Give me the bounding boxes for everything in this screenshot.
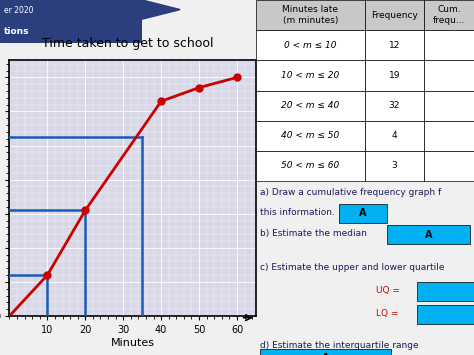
FancyBboxPatch shape bbox=[365, 151, 424, 181]
Text: Frequency: Frequency bbox=[371, 11, 418, 20]
FancyBboxPatch shape bbox=[365, 30, 424, 60]
Text: 32: 32 bbox=[389, 101, 400, 110]
FancyBboxPatch shape bbox=[256, 60, 365, 91]
FancyBboxPatch shape bbox=[365, 60, 424, 91]
FancyBboxPatch shape bbox=[256, 151, 365, 181]
FancyBboxPatch shape bbox=[256, 30, 365, 60]
FancyBboxPatch shape bbox=[424, 30, 474, 60]
Text: Cum.
frequ...: Cum. frequ... bbox=[433, 5, 465, 25]
Text: 3: 3 bbox=[392, 162, 397, 170]
Text: A: A bbox=[322, 353, 329, 355]
FancyBboxPatch shape bbox=[424, 151, 474, 181]
FancyBboxPatch shape bbox=[365, 121, 424, 151]
Text: A: A bbox=[424, 230, 432, 240]
FancyBboxPatch shape bbox=[365, 91, 424, 121]
FancyBboxPatch shape bbox=[424, 0, 474, 30]
FancyBboxPatch shape bbox=[256, 91, 365, 121]
FancyBboxPatch shape bbox=[424, 91, 474, 121]
Text: this information.: this information. bbox=[260, 208, 335, 217]
Text: 12: 12 bbox=[389, 41, 400, 50]
Text: 0 < m ≤ 10: 0 < m ≤ 10 bbox=[284, 41, 337, 50]
Polygon shape bbox=[142, 0, 180, 19]
FancyBboxPatch shape bbox=[256, 121, 365, 151]
X-axis label: Minutes: Minutes bbox=[111, 338, 155, 348]
FancyBboxPatch shape bbox=[417, 305, 474, 324]
Text: 20 < m ≤ 40: 20 < m ≤ 40 bbox=[282, 101, 339, 110]
Text: LQ =: LQ = bbox=[376, 309, 398, 318]
Text: b) Estimate the median: b) Estimate the median bbox=[260, 229, 367, 238]
FancyBboxPatch shape bbox=[365, 0, 424, 30]
Text: 50 < m ≤ 60: 50 < m ≤ 60 bbox=[282, 162, 339, 170]
FancyBboxPatch shape bbox=[417, 282, 474, 301]
Text: tions: tions bbox=[4, 27, 29, 37]
FancyBboxPatch shape bbox=[387, 225, 470, 244]
Text: d) Estimate the interquartile range: d) Estimate the interquartile range bbox=[260, 341, 419, 350]
Text: UQ =: UQ = bbox=[376, 286, 400, 295]
Text: c) Estimate the upper and lower quartile: c) Estimate the upper and lower quartile bbox=[260, 263, 445, 272]
Text: 40 < m ≤ 50: 40 < m ≤ 50 bbox=[282, 131, 339, 140]
Text: Time taken to get to school: Time taken to get to school bbox=[42, 37, 214, 50]
Text: 19: 19 bbox=[389, 71, 400, 80]
FancyBboxPatch shape bbox=[260, 349, 391, 355]
Text: A: A bbox=[359, 208, 366, 218]
FancyBboxPatch shape bbox=[424, 121, 474, 151]
Text: Minutes late
(m minutes): Minutes late (m minutes) bbox=[283, 5, 338, 25]
FancyBboxPatch shape bbox=[256, 0, 365, 30]
FancyBboxPatch shape bbox=[424, 60, 474, 91]
Text: er 2020: er 2020 bbox=[4, 6, 33, 15]
FancyBboxPatch shape bbox=[0, 0, 142, 43]
FancyBboxPatch shape bbox=[339, 204, 387, 223]
Text: a) Draw a cumulative frequency graph f: a) Draw a cumulative frequency graph f bbox=[260, 188, 442, 197]
Text: 4: 4 bbox=[392, 131, 397, 140]
Text: 10 < m ≤ 20: 10 < m ≤ 20 bbox=[282, 71, 339, 80]
